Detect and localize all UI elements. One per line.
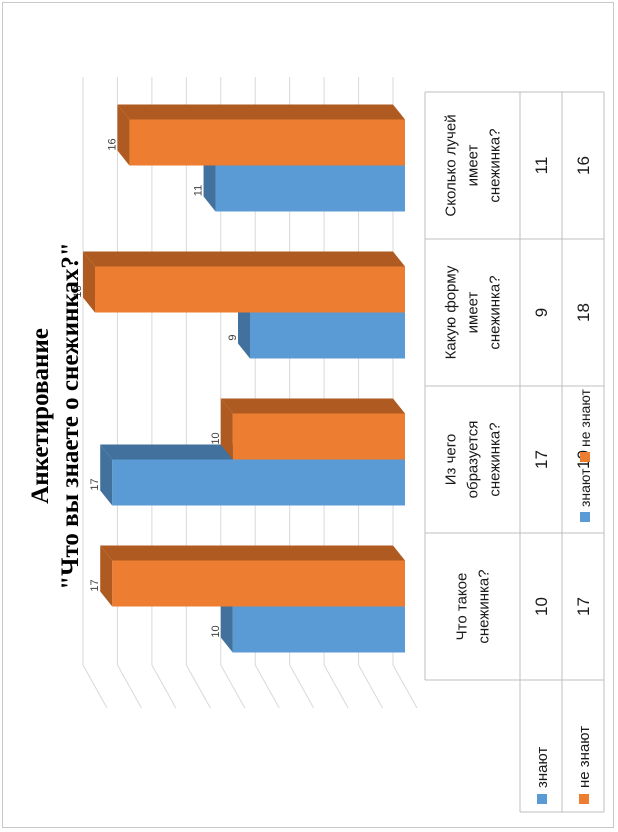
table-value: 17 [532, 450, 551, 469]
bar-side-face [117, 104, 405, 120]
gridline-depth [185, 664, 211, 709]
category-label: снежинка? [487, 275, 504, 349]
data-label: 11 [193, 185, 205, 196]
category-label: Что такое [454, 573, 471, 641]
legend: знают не знают [577, 388, 593, 522]
table-legend-key [537, 794, 547, 804]
category-label: снежинка? [487, 422, 504, 496]
gridline-depth [323, 664, 349, 709]
table-legend-key [579, 794, 589, 804]
data-label: 10 [210, 432, 222, 444]
bar-dont-know [112, 560, 405, 607]
gridline-depth [392, 664, 418, 709]
bar-dont-know [129, 119, 405, 166]
data-label: 16 [106, 138, 118, 150]
bar-top-face [83, 251, 95, 313]
category-label: Сколько лучей [443, 114, 460, 216]
bar-top-face [100, 545, 113, 607]
gridline-depth [151, 664, 177, 709]
bar-side-face [83, 251, 405, 267]
legend-entry: не знают [577, 388, 593, 447]
bar-dont-know [95, 266, 405, 313]
bar-top-face [220, 591, 233, 653]
table-value: 11 [532, 157, 551, 175]
chart-title: Анкетирование [27, 328, 54, 504]
gridline-depth [220, 664, 246, 709]
bar-know [215, 165, 405, 212]
chart-subtitle: "Что вы знаете о снежинках?" [57, 242, 84, 590]
bar-side-face [220, 398, 405, 414]
bar-know [250, 312, 405, 359]
category-label: снежинка? [487, 128, 504, 202]
bar-top-face [238, 297, 250, 359]
legend-key [580, 452, 590, 462]
table-value: 17 [574, 597, 593, 616]
series-label: знают [534, 747, 551, 788]
legend-entry: знают [577, 468, 593, 507]
gridline-depth [117, 664, 142, 709]
bar-dont-know [232, 413, 405, 460]
bar-top-face [100, 444, 113, 506]
data-label: 9 [227, 334, 239, 340]
category-label: имеет [465, 291, 482, 333]
data-table: Что такое снежинка? Из чего образуется снежи… [424, 91, 605, 813]
bar-top-face [117, 104, 130, 166]
table-value: 10 [532, 597, 551, 616]
category-label: образуется [465, 421, 482, 499]
series-label: не знают [576, 726, 593, 788]
gridline-depth [254, 664, 280, 709]
data-label: 18 [72, 285, 84, 297]
table-value: 9 [532, 308, 551, 317]
category-label: Какую форму [443, 265, 460, 359]
bar-know [112, 459, 405, 506]
bar-side-face [100, 545, 405, 561]
category-label: снежинка? [476, 569, 493, 643]
bar-top-face [203, 150, 216, 212]
gridline-depth [289, 664, 315, 709]
data-label: 17 [89, 478, 101, 490]
category-label: Из чего [443, 434, 460, 485]
bar-know [232, 606, 405, 653]
table-value: 18 [574, 303, 593, 322]
bars: 10 17 9 11 17 10 18 16 [72, 104, 405, 653]
data-label: 10 [210, 625, 222, 637]
gridline-depth [358, 664, 383, 709]
legend-key [580, 512, 590, 522]
bar-top-face [220, 398, 233, 460]
gridline-depth [82, 664, 108, 709]
table-value: 16 [574, 156, 593, 175]
data-label: 17 [89, 579, 101, 591]
category-label: имеет [465, 144, 482, 186]
